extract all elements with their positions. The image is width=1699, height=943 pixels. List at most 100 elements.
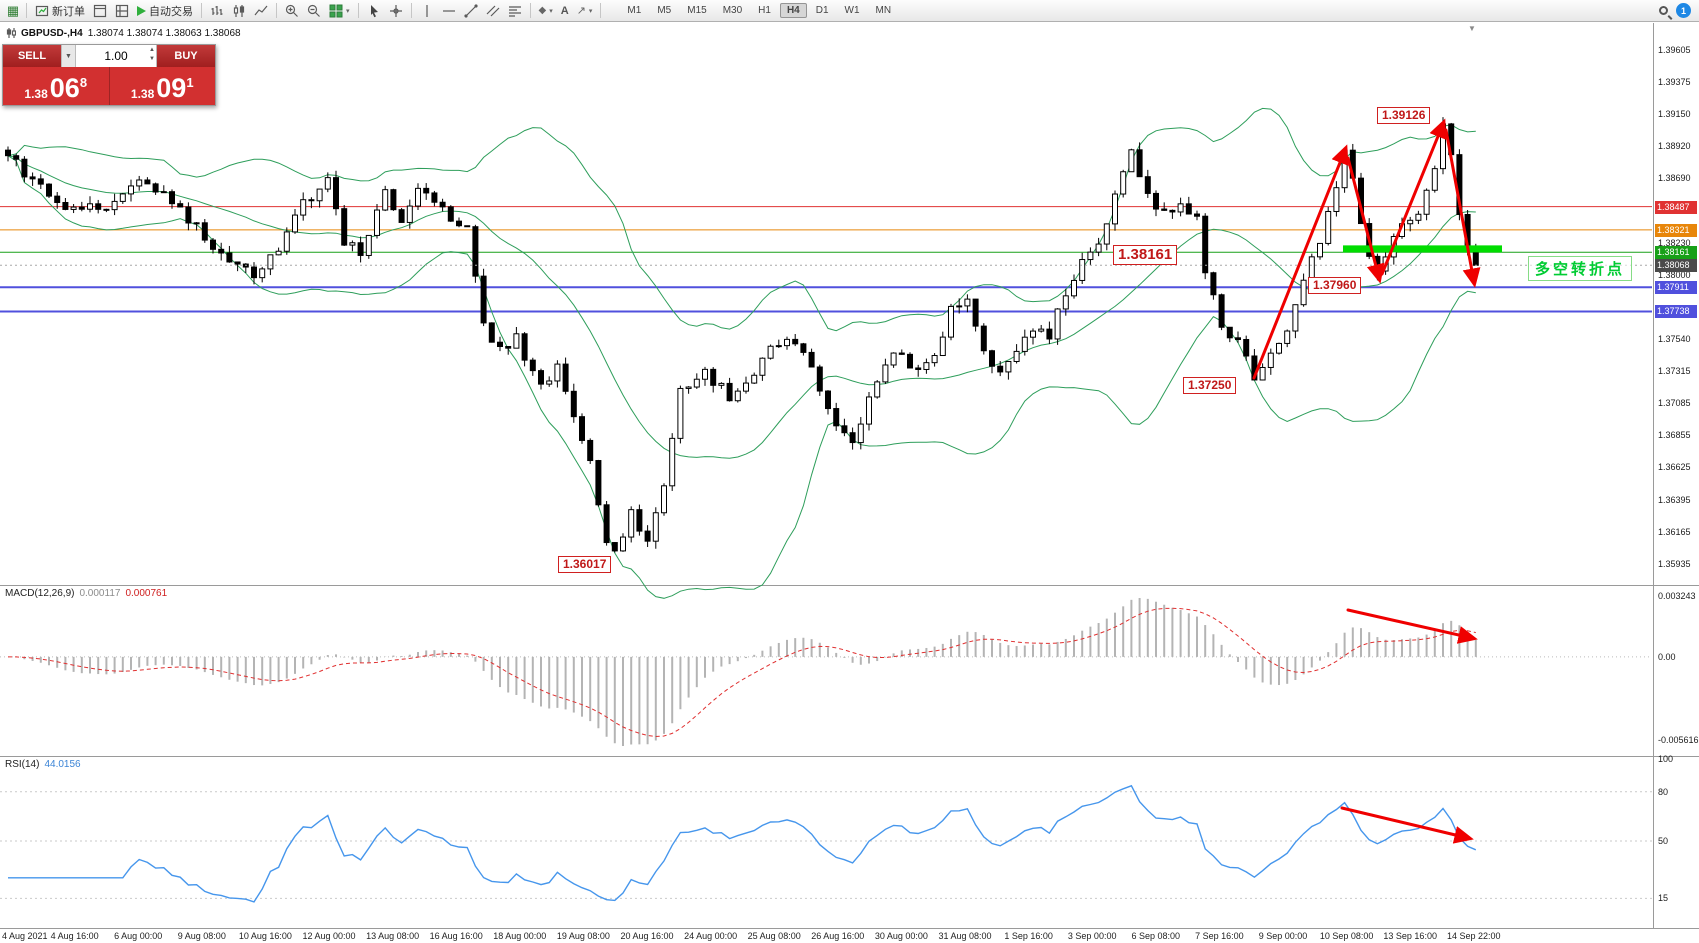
fibonacci-icon: [508, 5, 521, 17]
fibonacci-tool-button[interactable]: [504, 1, 526, 21]
trendline-icon: [463, 3, 478, 18]
profiles-icon: [115, 4, 129, 17]
timeframe-d1[interactable]: D1: [815, 5, 829, 16]
toolbar: ▦ 新订单 自动交易 ▾: [0, 0, 1699, 22]
search-button[interactable]: [1655, 1, 1672, 21]
time-label: 12 Aug 00:00: [302, 931, 356, 941]
timeframe-m1[interactable]: M1: [627, 5, 642, 16]
timeframe-h4[interactable]: H4: [779, 3, 807, 18]
sell-price-sup: 8: [79, 75, 88, 90]
price-tick: 1.39375: [1658, 77, 1691, 88]
vertical-line-tool-button[interactable]: [416, 1, 438, 21]
price-tick: 1.38000: [1658, 269, 1691, 280]
price-annotation[interactable]: 1.36017: [558, 556, 612, 573]
candlestick-chart-button[interactable]: [228, 1, 250, 21]
rsi-indicator: [0, 784, 1652, 903]
volume-input[interactable]: [76, 49, 156, 63]
cursor-icon: [370, 4, 378, 17]
toolbar-divider: [276, 3, 277, 18]
turning-point-label[interactable]: 多空转折点: [1528, 256, 1633, 281]
crosshair-button[interactable]: [385, 1, 407, 21]
rsi-axis-level: 80: [1658, 786, 1669, 797]
time-axis[interactable]: 4 Aug 2021 4 Aug 16:00 6 Aug 00:00 9 Aug 08…: [0, 930, 1699, 943]
price-tick: 1.38230: [1658, 237, 1691, 248]
macd-indicator: [0, 598, 1652, 746]
price-tick: 1.36625: [1658, 462, 1691, 473]
timeframe-m5[interactable]: M5: [657, 5, 672, 16]
sell-button[interactable]: SELL: [3, 45, 61, 67]
price-tag: 1.38068: [1655, 259, 1697, 273]
time-label: 3 Sep 00:00: [1067, 931, 1117, 941]
price-annotation[interactable]: 1.37250: [1183, 377, 1237, 394]
timeframe-m15[interactable]: M15: [687, 5, 707, 16]
line-chart-button[interactable]: [250, 1, 272, 21]
chart-window-button[interactable]: [89, 1, 111, 21]
zoom-out-button[interactable]: [303, 1, 325, 21]
volume-down-icon[interactable]: ▼: [149, 56, 155, 62]
time-label: 6 Aug 00:00: [114, 931, 163, 941]
toolbar-divider: [529, 3, 531, 18]
profiles-button[interactable]: [111, 1, 133, 21]
sell-price-display[interactable]: 1.38 06 8: [3, 67, 109, 105]
horizontal-line-icon: [442, 9, 455, 12]
buy-price-sup: 1: [186, 75, 194, 90]
chart-drawings[interactable]: [1252, 118, 1502, 844]
price-annotation[interactable]: 1.37960: [1308, 277, 1362, 294]
channel-tool-button[interactable]: [482, 1, 504, 21]
time-label: 9 Aug 08:00: [177, 931, 226, 941]
arrows-tool-icon: ↗: [576, 5, 586, 17]
search-icon: [1659, 6, 1668, 15]
volume-stepper[interactable]: ▲ ▼: [149, 46, 155, 64]
price-tick: 1.37315: [1658, 365, 1691, 376]
volume-up-icon[interactable]: ▲: [149, 47, 155, 53]
one-click-trade-panel: SELL ▼ ▲▼ BUY 1.38 06 8 1.38 09 1: [2, 44, 216, 106]
candlestick-series: [5, 117, 1479, 553]
buy-price-prefix: 1.38: [130, 87, 155, 101]
price-axis[interactable]: 1.39605 1.39375 1.39150 1.38920 1.38690 1.382…: [1655, 0, 1699, 943]
trendline-tool-button[interactable]: [460, 1, 482, 21]
tile-windows-icon: [329, 4, 343, 17]
symbol-chart-icon: [6, 28, 16, 38]
buy-price-display[interactable]: 1.38 09 1: [108, 67, 216, 105]
new-order-button[interactable]: 新订单: [31, 1, 89, 21]
horizontal-level-lines[interactable]: [0, 206, 1652, 313]
ohlc-values: 1.38074 1.38074 1.38063 1.38068: [87, 27, 241, 39]
autotrading-icon: [137, 5, 146, 16]
price-annotation[interactable]: 1.38161: [1113, 245, 1178, 265]
zoom-in-button[interactable]: [281, 1, 303, 21]
notification-badge[interactable]: 1: [1676, 3, 1691, 18]
chart-shift-marker-icon[interactable]: ▼: [1468, 24, 1476, 33]
shapes-tool-button[interactable]: ◆ ▾: [535, 1, 557, 21]
volume-dropdown-button[interactable]: ▼: [61, 45, 76, 67]
volume-field-wrap: ▲▼: [76, 45, 157, 67]
cursor-button[interactable]: [363, 1, 385, 21]
bar-chart-button[interactable]: [206, 1, 228, 21]
toolbar-divider: [26, 3, 27, 18]
autotrading-button[interactable]: 自动交易: [133, 1, 197, 21]
arrows-tool-button[interactable]: ↗ ▾: [573, 1, 597, 21]
time-label: 13 Sep 16:00: [1383, 931, 1437, 941]
time-label: 10 Aug 16:00: [238, 931, 292, 941]
time-label: 19 Aug 08:00: [556, 931, 610, 941]
text-tool-button[interactable]: A: [557, 1, 573, 21]
price-annotation[interactable]: 1.39126: [1377, 107, 1431, 124]
timeframe-w1[interactable]: W1: [844, 5, 860, 16]
price-tick: 1.36395: [1658, 494, 1691, 505]
timeframe-mn[interactable]: MN: [875, 5, 892, 16]
time-label: 4 Aug 16:00: [50, 931, 99, 941]
buy-button[interactable]: BUY: [157, 45, 215, 67]
timeframe-m30[interactable]: M30: [722, 5, 743, 16]
timeframe-h1[interactable]: H1: [758, 5, 771, 16]
price-tag: 1.38487: [1655, 200, 1697, 214]
horizontal-line-tool-button[interactable]: [438, 1, 460, 21]
rsi-axis-level: 15: [1658, 893, 1669, 904]
time-label: 24 Aug 00:00: [684, 931, 738, 941]
toolbar-divider: [600, 3, 602, 18]
tile-windows-button[interactable]: ▾: [325, 1, 354, 21]
toolbar-divider: [410, 3, 412, 18]
text-tool-icon: A: [560, 4, 569, 17]
line-chart-icon: [254, 5, 268, 15]
toolbar-divider: [357, 3, 359, 18]
price-tick: 1.36165: [1658, 526, 1691, 537]
